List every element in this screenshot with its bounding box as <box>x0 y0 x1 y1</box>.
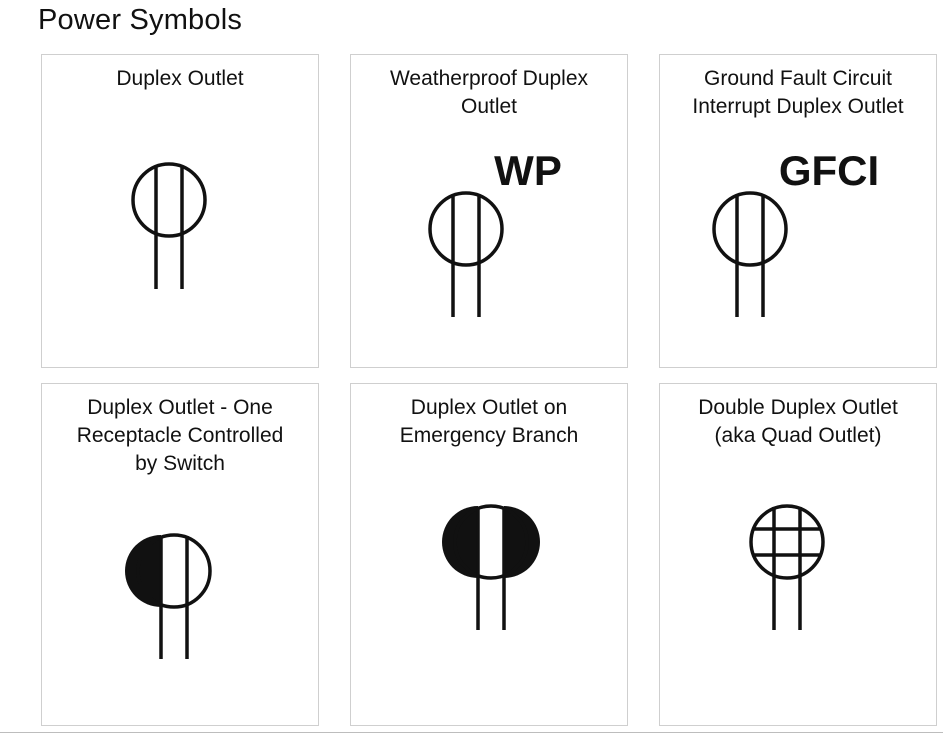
card-title: Weatherproof Duplex Outlet <box>389 67 589 118</box>
card-weatherproof-duplex-outlet: Weatherproof Duplex Outlet WP <box>350 54 628 368</box>
card-duplex-outlet: Duplex Outlet <box>41 54 319 368</box>
symbol-tag: GFCI <box>779 147 879 194</box>
card-switched-duplex-outlet: Duplex Outlet - One Receptacle Controlle… <box>41 383 319 726</box>
gfci-duplex-outlet-icon: GFCI <box>712 147 879 317</box>
quad-outlet-icon <box>749 504 825 630</box>
switched-duplex-outlet-icon <box>125 533 212 659</box>
duplex-outlet-icon <box>131 162 207 289</box>
page-title: Power Symbols <box>38 4 243 36</box>
card-title: Double Duplex Outlet (aka Quad Outlet) <box>698 396 898 447</box>
bottom-divider <box>0 732 943 733</box>
card-title: Duplex Outlet - One Receptacle Controlle… <box>76 396 284 475</box>
card-title: Duplex Outlet on Emergency Branch <box>399 396 579 447</box>
card-title: Ground Fault Circuit Interrupt Duplex Ou… <box>692 67 904 118</box>
card-quad-outlet: Double Duplex Outlet (aka Quad Outlet) <box>659 383 937 726</box>
emergency-duplex-outlet-icon <box>442 504 540 630</box>
card-gfci-duplex-outlet: Ground Fault Circuit Interrupt Duplex Ou… <box>659 54 937 368</box>
symbol-tag: WP <box>494 147 562 194</box>
card-emergency-duplex-outlet: Duplex Outlet on Emergency Branch <box>350 383 628 726</box>
card-title: Duplex Outlet <box>116 67 244 90</box>
weatherproof-duplex-outlet-icon: WP <box>428 147 562 317</box>
